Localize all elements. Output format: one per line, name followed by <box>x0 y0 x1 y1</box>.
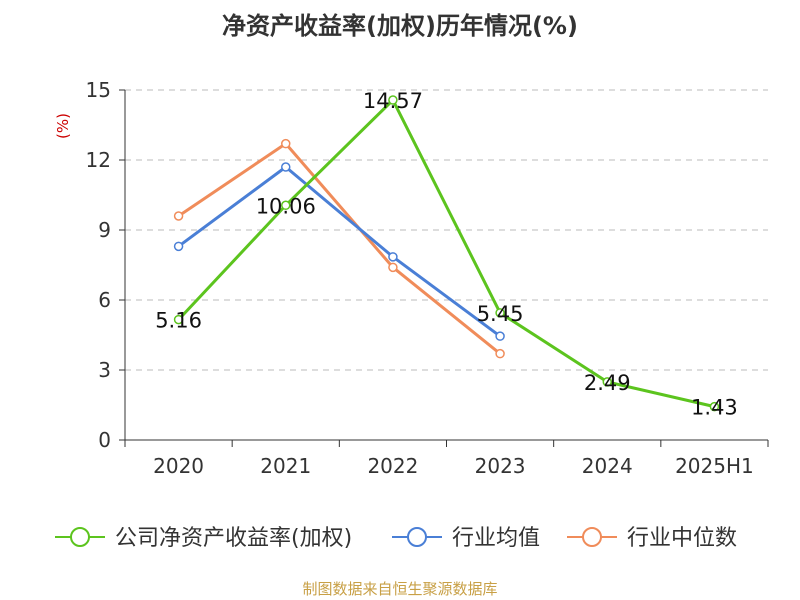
y-tick-label: 3 <box>98 358 111 382</box>
data-point <box>281 138 291 149</box>
data-point <box>602 377 612 387</box>
data-point <box>388 95 398 105</box>
x-tick-label: 2021 <box>260 454 311 478</box>
data-labels: 5.16 10.06 14.57 5.45 2.49 1.43 <box>155 89 738 420</box>
series-line <box>177 142 502 355</box>
data-point <box>495 348 505 359</box>
x-tick-label: 2023 <box>475 454 526 478</box>
legend: 公司净资产收益率(加权) 行业均值 行业中位数 <box>55 526 737 551</box>
data-point <box>173 241 184 252</box>
legend-label: 行业均值 <box>452 526 540 551</box>
legend-marker <box>70 527 90 547</box>
data-label: 10.06 <box>256 194 316 218</box>
source-note: 制图数据来自恒生聚源数据库 <box>302 580 498 598</box>
data-point <box>495 331 505 341</box>
data-point <box>495 308 505 318</box>
y-tick-label: 6 <box>98 288 111 312</box>
legend-marker <box>582 527 602 547</box>
series-points <box>173 95 720 412</box>
x-tick-label: 2022 <box>367 454 418 478</box>
legend-label: 行业中位数 <box>627 526 737 551</box>
legend-label: 公司净资产收益率(加权) <box>115 526 352 551</box>
series-lines <box>177 98 715 409</box>
y-tick-label: 15 <box>86 78 111 102</box>
data-label: 5.45 <box>477 302 524 326</box>
y-axis-unit-label: (%) <box>54 113 72 139</box>
y-tick-label: 0 <box>98 428 111 452</box>
data-point <box>281 200 291 211</box>
y-tick-label: 12 <box>86 148 111 172</box>
data-point <box>173 211 184 221</box>
axes <box>119 89 769 447</box>
series-line <box>177 98 715 409</box>
chart-title: 净资产收益率(加权)历年情况(%) <box>222 12 578 40</box>
data-point <box>709 401 720 412</box>
data-label: 5.16 <box>155 309 202 333</box>
x-tick-label: 2024 <box>582 454 633 478</box>
gridlines <box>125 89 768 371</box>
legend-marker <box>407 527 427 547</box>
x-tick-labels: 2020 2021 2022 2023 2024 2025H1 <box>153 454 754 478</box>
data-point <box>388 252 398 262</box>
data-point <box>388 262 398 273</box>
data-label: 14.57 <box>363 89 423 113</box>
y-tick-label: 9 <box>98 218 111 242</box>
x-tick-label: 2025H1 <box>675 454 754 478</box>
x-tick-label: 2020 <box>153 454 204 478</box>
series-line <box>177 165 501 338</box>
data-point <box>173 314 184 325</box>
y-tick-labels: 0 3 6 9 12 15 <box>86 78 111 452</box>
data-point <box>281 162 291 172</box>
data-label: 2.49 <box>584 371 631 395</box>
data-label: 1.43 <box>691 396 738 420</box>
